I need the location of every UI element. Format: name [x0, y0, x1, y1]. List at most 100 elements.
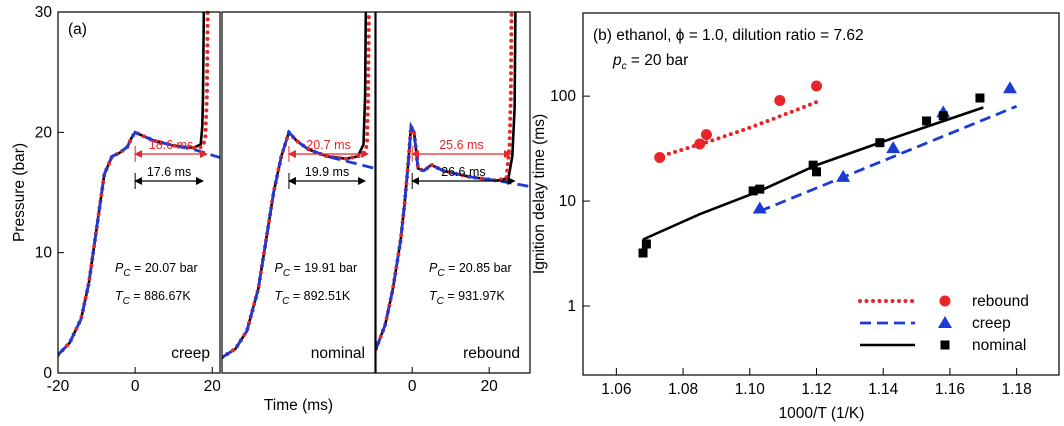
x-tick-label: 1.10: [735, 381, 766, 398]
marker-square: [755, 184, 765, 194]
marker-square: [922, 116, 932, 126]
sub-label: PC = 20.85 bar: [429, 261, 512, 279]
marker-square: [975, 93, 985, 103]
x-axis-label: 1000/T (1/K): [779, 405, 865, 422]
condition-label: creep: [171, 345, 210, 362]
x-tick-label: 20: [481, 378, 499, 395]
plot-frame: [375, 11, 531, 374]
sub-label: TC = 892.51K: [275, 289, 351, 307]
marker-triangle: [886, 141, 901, 154]
series-line: [58, 130, 220, 356]
marker-triangle: [938, 316, 952, 328]
arrow-label: 18.6 ms: [149, 138, 193, 152]
panel-label: (a): [68, 21, 87, 38]
symbol: T: [275, 289, 284, 303]
label-text: = 19.91 bar: [290, 261, 357, 275]
marker-square: [638, 248, 648, 258]
symbol: P: [275, 261, 284, 275]
marker-square: [641, 239, 651, 249]
series-line: [376, 121, 530, 350]
chart-title: (b) ethanol, ϕ = 1.0, dilution ratio = 7…: [593, 27, 864, 44]
y-tick-label: 30: [35, 4, 53, 21]
label-text: = 20.85 bar: [445, 261, 512, 275]
marker-square: [748, 186, 758, 196]
series-line: [222, 10, 371, 360]
y-tick-label: 10: [559, 193, 577, 210]
sub-label: TC = 931.97K: [429, 289, 505, 307]
series-line: [222, 11, 368, 359]
marker-circle: [774, 94, 786, 106]
symbol: T: [429, 289, 438, 303]
sub-label: PC = 19.91 bar: [275, 261, 358, 279]
series-line: [58, 11, 206, 356]
marker-circle: [939, 295, 951, 307]
series-line: [58, 10, 210, 357]
label-text: = 886.67K: [130, 289, 191, 303]
label-text: = 20.07 bar: [131, 261, 198, 275]
legend-label: nominal: [972, 337, 1026, 354]
arrow-label: 20.7 ms: [306, 138, 350, 152]
subscript: C: [437, 268, 445, 279]
label-text: = 931.97K: [444, 289, 505, 303]
condition-label: nominal: [311, 345, 365, 362]
symbol: T: [115, 289, 124, 303]
y-axis-label: Ignition delay time (ms): [531, 114, 548, 274]
fit-line: [654, 100, 819, 160]
symbol: P: [115, 261, 124, 275]
symbol: P: [429, 261, 438, 275]
marker-square: [875, 138, 885, 148]
arrow-label: 25.6 ms: [439, 138, 483, 152]
x-tick-label: 1.18: [1002, 381, 1032, 398]
x-tick-label: 1.14: [868, 381, 899, 398]
x-axis-label: Time (ms): [264, 397, 333, 414]
x-tick-label: 0: [408, 378, 417, 395]
marker-square: [811, 167, 821, 177]
x-tick-label: 1.16: [935, 381, 965, 398]
marker-square: [938, 111, 948, 121]
x-tick-label: 1.08: [668, 381, 698, 398]
y-tick-label: 0: [43, 365, 52, 382]
fit-line: [642, 106, 984, 241]
x-tick-label: 1.12: [801, 381, 831, 398]
plot-frame: [582, 12, 1060, 376]
label-text: = 20 bar: [627, 52, 689, 69]
subscript: C: [123, 296, 131, 307]
marker-triangle: [1002, 81, 1017, 94]
marker-square: [808, 160, 818, 170]
symbol: p: [612, 52, 622, 69]
y-tick-label: 10: [35, 245, 53, 262]
y-tick-label: 1: [567, 298, 576, 315]
subscript: C: [282, 296, 290, 307]
x-tick-label: 0: [131, 378, 140, 395]
marker-circle: [654, 152, 666, 164]
plot-frame: [221, 11, 376, 374]
marker-circle: [694, 138, 706, 150]
marker-square: [940, 340, 950, 350]
plot-frame: [57, 11, 221, 374]
legend-label: rebound: [972, 293, 1029, 310]
x-tick-label: 20: [204, 378, 222, 395]
fit-line: [759, 105, 1018, 213]
condition-label: rebound: [463, 345, 520, 362]
label-text: = 892.51K: [289, 289, 350, 303]
marker-triangle: [836, 169, 851, 182]
marker-circle: [810, 80, 822, 92]
legend-label: creep: [972, 315, 1011, 332]
subscript: C: [437, 296, 445, 307]
subscript: c: [622, 61, 627, 72]
marker-circle: [700, 129, 712, 141]
arrow-label: 17.6 ms: [147, 165, 191, 179]
subscript: C: [123, 268, 131, 279]
arrow-label: 26.6 ms: [441, 165, 485, 179]
sub-label: TC = 886.67K: [115, 289, 191, 307]
y-tick-label: 100: [550, 88, 576, 105]
x-tick-label: -20: [47, 378, 70, 395]
sub-label: PC = 20.07 bar: [115, 261, 198, 279]
sub-label: pc = 20 bar: [612, 52, 688, 72]
y-tick-label: 20: [35, 124, 53, 141]
marker-triangle: [752, 201, 767, 214]
subscript: C: [283, 268, 291, 279]
series-line: [222, 129, 375, 359]
x-tick-label: 1.06: [601, 381, 631, 398]
